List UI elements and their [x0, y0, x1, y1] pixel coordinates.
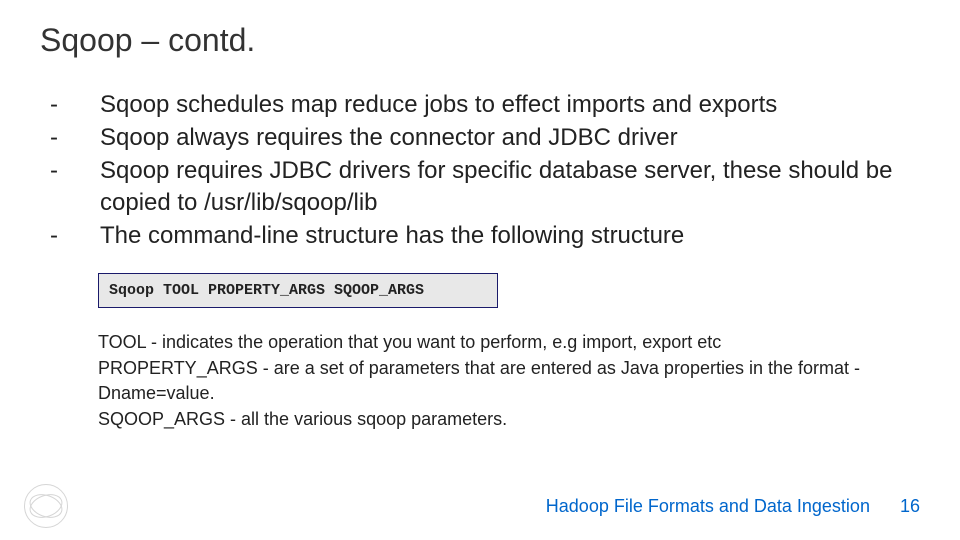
- list-item: - Sqoop requires JDBC drivers for specif…: [50, 155, 920, 217]
- page-number: 16: [900, 496, 920, 517]
- bullet-marker: -: [50, 220, 100, 251]
- explanation-block: TOOL - indicates the operation that you …: [98, 330, 920, 431]
- footer-title: Hadoop File Formats and Data Ingestion: [546, 496, 870, 517]
- bullet-text: The command-line structure has the follo…: [100, 220, 920, 251]
- bullet-list: - Sqoop schedules map reduce jobs to eff…: [40, 89, 920, 251]
- bullet-text: Sqoop always requires the connector and …: [100, 122, 920, 153]
- list-item: - Sqoop schedules map reduce jobs to eff…: [50, 89, 920, 120]
- footer-right: Hadoop File Formats and Data Ingestion 1…: [546, 496, 920, 517]
- bullet-marker: -: [50, 122, 100, 153]
- explain-line: SQOOP_ARGS - all the various sqoop param…: [98, 407, 860, 431]
- list-item: - The command-line structure has the fol…: [50, 220, 920, 251]
- bullet-text: Sqoop schedules map reduce jobs to effec…: [100, 89, 920, 120]
- list-item: - Sqoop always requires the connector an…: [50, 122, 920, 153]
- explain-line: PROPERTY_ARGS - are a set of parameters …: [98, 356, 860, 405]
- slide: Sqoop – contd. - Sqoop schedules map red…: [0, 0, 960, 540]
- slide-footer: Hadoop File Formats and Data Ingestion 1…: [0, 484, 960, 540]
- bullet-marker: -: [50, 89, 100, 120]
- slide-title: Sqoop – contd.: [40, 22, 920, 59]
- bullet-text: Sqoop requires JDBC drivers for specific…: [100, 155, 920, 217]
- code-block: Sqoop TOOL PROPERTY_ARGS SQOOP_ARGS: [98, 273, 498, 308]
- explain-line: TOOL - indicates the operation that you …: [98, 330, 860, 354]
- bullet-marker: -: [50, 155, 100, 217]
- cern-logo-icon: [24, 484, 68, 528]
